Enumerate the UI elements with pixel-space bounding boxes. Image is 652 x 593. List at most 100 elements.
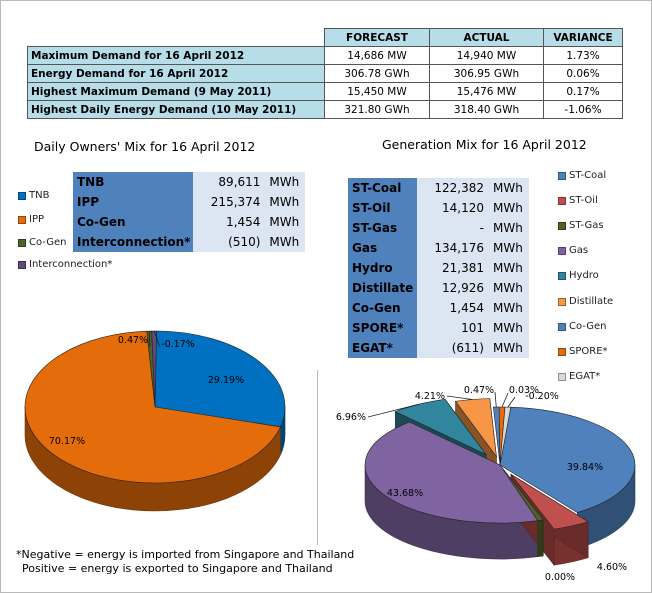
generation-mix-table: ST-Coal 122,382 MWh ST-Oil 14,120 MWh ST-Gas… bbox=[348, 178, 529, 358]
legend-swatch bbox=[18, 260, 26, 269]
legend-label: EGAT* bbox=[569, 371, 601, 382]
table-row: Highest Maximum Demand (9 May 2011) 15,4… bbox=[27, 82, 623, 101]
variance-value: -1.06% bbox=[543, 100, 623, 119]
pie-slice-gas bbox=[364, 421, 539, 524]
data-label-st-coal: 39.84% bbox=[567, 462, 603, 473]
row-label: Highest Maximum Demand (9 May 2011) bbox=[27, 82, 325, 101]
pie-slice-ipp bbox=[24, 330, 281, 484]
summary-header-blank bbox=[27, 28, 325, 47]
generation-mix-pie: 39.84% 4.60% 0.00% 43.68% 6.96% 4.21% 0.47% 0.0… bbox=[336, 385, 636, 583]
leader-line-co-gen bbox=[494, 391, 497, 408]
legend-label: ST-Coal bbox=[569, 170, 607, 181]
data-label-co-gen: 0.47% bbox=[464, 385, 494, 396]
owner-unit: MWh bbox=[263, 192, 306, 212]
table-row: Distillate 12,926 MWh bbox=[348, 278, 529, 298]
owner-unit: MWh bbox=[263, 172, 306, 192]
pie-side-st-gas bbox=[537, 519, 544, 558]
summary-header-row: FORECAST ACTUAL VARIANCE bbox=[27, 28, 623, 47]
actual-value: 318.40 GWh bbox=[429, 100, 544, 119]
variance-header: VARIANCE bbox=[543, 28, 623, 47]
pie-slice-hydro bbox=[394, 398, 487, 455]
legend-swatch bbox=[558, 347, 566, 356]
legend-label: IPP bbox=[29, 214, 45, 225]
legend-label: Co-Gen bbox=[569, 321, 607, 332]
fuel-unit: MWh bbox=[487, 298, 529, 318]
row-label: Maximum Demand for 16 April 2012 bbox=[27, 46, 325, 65]
legend-label: Co-Gen bbox=[29, 237, 67, 248]
legend-swatch bbox=[558, 196, 566, 205]
legend-item-st-gas: ST-Gas bbox=[558, 220, 604, 231]
data-label-interconnection: -0.17% bbox=[161, 339, 195, 350]
table-row: ST-Coal 122,382 MWh bbox=[348, 178, 529, 198]
legend-swatch bbox=[558, 297, 566, 306]
owner-name: Interconnection* bbox=[73, 232, 194, 252]
legend-swatch bbox=[18, 238, 26, 247]
fuel-name: ST-Oil bbox=[348, 198, 417, 218]
fuel-value: - bbox=[417, 218, 487, 238]
legend-label: ST-Gas bbox=[569, 220, 604, 231]
owner-unit: MWh bbox=[263, 212, 306, 232]
legend-label: TNB bbox=[29, 190, 50, 201]
fuel-name: EGAT* bbox=[348, 338, 417, 358]
row-label: Highest Daily Energy Demand (10 May 2011… bbox=[27, 100, 325, 119]
leader-line-co-gen bbox=[148, 331, 151, 348]
fuel-name: Distillate bbox=[348, 278, 417, 298]
legend-swatch bbox=[558, 221, 566, 230]
legend-item-egat: EGAT* bbox=[558, 371, 600, 382]
table-row: Hydro 21,381 MWh bbox=[348, 258, 529, 278]
table-row: TNB 89,611 MWh bbox=[73, 172, 306, 192]
owner-unit: MWh bbox=[263, 232, 306, 252]
legend-swatch bbox=[18, 215, 26, 224]
legend-label: Distillate bbox=[569, 296, 614, 307]
owner-value: 215,374 bbox=[193, 192, 264, 212]
table-row: Interconnection* (510) MWh bbox=[73, 232, 306, 252]
owner-name: Co-Gen bbox=[73, 212, 194, 232]
leader-line-egat bbox=[507, 396, 516, 408]
data-label-distillate: 4.21% bbox=[415, 391, 445, 402]
legend-label: Gas bbox=[569, 245, 589, 256]
demand-summary-table: FORECAST ACTUAL VARIANCE Maximum Demand … bbox=[27, 28, 623, 119]
forecast-header: FORECAST bbox=[324, 28, 430, 47]
owner-name: TNB bbox=[73, 172, 194, 192]
fuel-name: SPORE* bbox=[348, 318, 417, 338]
leader-line-spore bbox=[501, 392, 509, 408]
legend-swatch bbox=[558, 372, 566, 381]
pie-slice-distillate bbox=[454, 398, 497, 458]
data-label-tnb: 29.19% bbox=[208, 375, 244, 386]
fuel-unit: MWh bbox=[487, 218, 529, 238]
fuel-value: 21,381 bbox=[417, 258, 487, 278]
fuel-unit: MWh bbox=[487, 338, 529, 358]
fuel-name: ST-Coal bbox=[348, 178, 417, 198]
table-row: Gas 134,176 MWh bbox=[348, 238, 529, 258]
owner-value: 1,454 bbox=[193, 212, 264, 232]
data-label-st-gas: 0.00% bbox=[545, 572, 575, 583]
legend-label: Hydro bbox=[569, 270, 599, 281]
pie-slice-st-coal bbox=[499, 406, 636, 513]
fuel-value: 122,382 bbox=[417, 178, 487, 198]
fuel-name: ST-Gas bbox=[348, 218, 417, 238]
pie-slice-tnb bbox=[154, 330, 286, 428]
fuel-name: Gas bbox=[348, 238, 417, 258]
generation-mix-title: Generation Mix for 16 April 2012 bbox=[382, 137, 587, 152]
actual-value: 15,476 MW bbox=[429, 82, 544, 101]
fuel-name: Co-Gen bbox=[348, 298, 417, 318]
owners-mix-title: Daily Owners' Mix for 16 April 2012 bbox=[34, 139, 256, 154]
footnote-line-1: *Negative = energy is imported from Sing… bbox=[16, 548, 355, 561]
legend-item-tnb: TNB bbox=[18, 190, 49, 201]
variance-value: 0.17% bbox=[543, 82, 623, 101]
leader-line-distillate bbox=[446, 395, 473, 400]
fuel-unit: MWh bbox=[487, 238, 529, 258]
footnote-line-2: Positive = energy is exported to Singapo… bbox=[22, 562, 333, 575]
fuel-unit: MWh bbox=[487, 198, 529, 218]
legend-swatch bbox=[558, 171, 566, 180]
owner-value: (510) bbox=[193, 232, 264, 252]
pie-slice-interconnection bbox=[151, 330, 157, 408]
fuel-value: 14,120 bbox=[417, 198, 487, 218]
fuel-unit: MWh bbox=[487, 178, 529, 198]
table-row: IPP 215,374 MWh bbox=[73, 192, 306, 212]
table-row: SPORE* 101 MWh bbox=[348, 318, 529, 338]
forecast-value: 321.80 GWh bbox=[324, 100, 430, 119]
table-row: Co-Gen 1,454 MWh bbox=[73, 212, 306, 232]
legend-item-distillate: Distillate bbox=[558, 296, 613, 307]
data-label-ipp: 70.17% bbox=[49, 436, 85, 447]
